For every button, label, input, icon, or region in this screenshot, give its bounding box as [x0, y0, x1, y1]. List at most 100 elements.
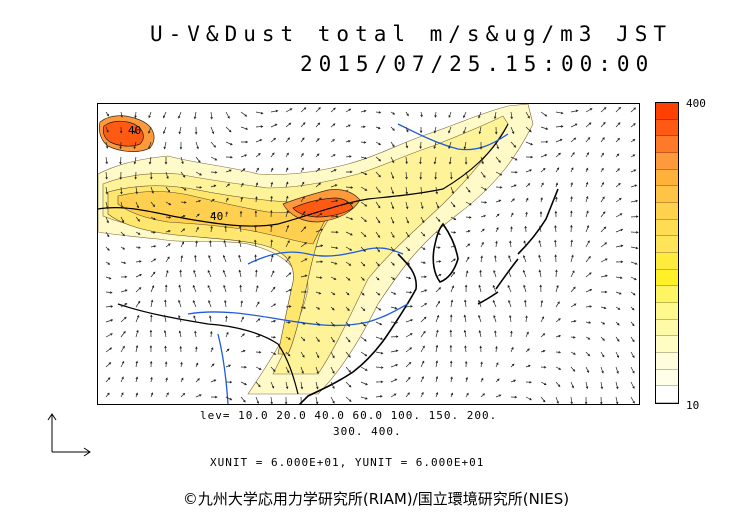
- wind-vector-arrow: [225, 155, 233, 159]
- wind-vector-arrow: [105, 333, 113, 338]
- wind-vector-arrow: [315, 260, 324, 263]
- wind-vector-arrow: [555, 138, 563, 143]
- wind-vector-arrow: [210, 171, 218, 174]
- wind-vector-arrow: [615, 244, 624, 248]
- wind-vector-arrow: [164, 156, 168, 165]
- wind-vector-arrow: [360, 186, 368, 191]
- wind-vector-arrow: [600, 137, 605, 143]
- wind-vector-arrow: [135, 329, 139, 338]
- wind-vector-arrow: [315, 182, 321, 188]
- wind-vector-arrow: [465, 270, 469, 278]
- wind-vector-arrow: [330, 261, 338, 265]
- wind-vector-arrow: [585, 305, 593, 308]
- wind-vector-arrow: [450, 231, 457, 234]
- wind-vector-arrow: [494, 330, 497, 338]
- wind-vector-arrow: [540, 349, 546, 353]
- wind-vector-arrow: [570, 196, 573, 203]
- wind-vector-arrow: [540, 316, 545, 323]
- wind-vector-arrow: [148, 141, 152, 150]
- wind-vector-arrow: [615, 168, 620, 173]
- copyright-credit: ©九州大学応用力学研究所(RIAM)/国立環境研究所(NIES): [182, 490, 570, 508]
- wind-vector-arrow: [480, 393, 486, 398]
- wind-vector-arrow: [195, 378, 200, 383]
- wind-vector-arrow: [240, 396, 246, 403]
- wind-vector-arrow: [178, 314, 182, 323]
- wind-vector-arrow: [405, 186, 409, 195]
- wind-vector-arrow: [478, 284, 482, 293]
- wind-vector-arrow: [180, 361, 183, 368]
- wind-vector-arrow: [165, 201, 172, 206]
- wind-vector-arrow: [600, 321, 606, 325]
- wind-vector-arrow: [375, 336, 384, 340]
- colorbar-segment: [656, 219, 678, 237]
- wind-vector-arrow: [463, 126, 467, 134]
- wind-vector-arrow: [554, 210, 558, 218]
- wind-vector-arrow: [149, 329, 153, 338]
- wind-vector-arrow: [433, 141, 437, 150]
- wind-vector-arrow: [464, 299, 467, 308]
- wind-vector-arrow: [463, 111, 467, 119]
- wind-vector-arrow: [300, 290, 308, 294]
- wind-vector-arrow: [120, 275, 128, 279]
- wind-vector-arrow: [345, 306, 350, 312]
- wind-vector-arrow: [585, 152, 589, 158]
- wind-vector-arrow: [133, 141, 137, 150]
- wind-vector-arrow: [255, 334, 261, 338]
- wind-vector-arrow: [195, 226, 199, 233]
- wind-vector-arrow: [163, 314, 167, 323]
- wind-vector-arrow: [300, 107, 307, 113]
- wind-vector-arrow: [539, 284, 542, 293]
- wind-vector-arrow: [330, 291, 336, 296]
- wind-vector-arrow: [480, 241, 484, 248]
- wind-vector-arrow: [345, 155, 352, 158]
- wind-vector-arrow: [450, 186, 454, 194]
- wind-vector-arrow: [300, 336, 306, 342]
- wind-vector-arrow: [165, 171, 169, 180]
- wind-vector-arrow: [495, 227, 499, 233]
- wind-vector-arrow: [105, 171, 108, 180]
- wind-vector-arrow: [150, 299, 154, 308]
- colorbar-segment: [656, 319, 678, 337]
- wind-vector-arrow: [300, 381, 304, 390]
- wind-vector-arrow: [240, 300, 243, 308]
- wind-vector-arrow: [450, 258, 456, 263]
- wind-vector-arrow: [450, 376, 453, 383]
- wind-vector-arrow: [105, 246, 110, 251]
- wind-vector-arrow: [600, 274, 608, 278]
- wind-vector-arrow: [479, 141, 483, 150]
- wind-vector-arrow: [492, 284, 497, 293]
- wind-vector-arrow: [480, 201, 488, 204]
- wind-vector-arrow: [254, 254, 257, 263]
- wind-vector-arrow: [555, 167, 560, 173]
- wind-vector-arrow: [105, 186, 109, 195]
- wind-vector-arrow: [508, 255, 512, 263]
- wind-vector-arrow: [330, 366, 335, 374]
- wind-vector-arrow: [540, 197, 543, 203]
- wind-vector-arrow: [435, 344, 439, 353]
- wind-vector-arrow: [345, 231, 353, 236]
- wind-vector-arrow: [435, 314, 440, 323]
- wind-vector-arrow: [149, 360, 153, 368]
- wind-vector-arrow: [345, 201, 354, 205]
- wind-vector-arrow: [405, 392, 410, 398]
- wind-vector-arrow: [630, 336, 635, 343]
- wind-vector-arrow: [330, 154, 336, 158]
- wind-vector-arrow: [538, 239, 542, 248]
- wind-vector-arrow: [360, 306, 366, 312]
- wind-vector-arrow: [375, 351, 384, 355]
- wind-vector-arrow: [345, 170, 353, 174]
- wind-vector-arrow: [210, 198, 215, 203]
- wind-vector-arrow: [538, 269, 542, 278]
- wind-vector-arrow: [522, 255, 527, 263]
- wind-vector-arrow: [180, 241, 185, 248]
- wind-vector-arrow: [207, 284, 212, 293]
- wind-vector-arrow: [508, 314, 512, 323]
- wind-vector-arrow: [225, 364, 232, 368]
- wind-vector-arrow: [285, 137, 290, 143]
- wind-vector-arrow: [285, 321, 291, 324]
- wind-vector-arrow: [600, 152, 604, 158]
- wind-vector-arrow: [510, 212, 514, 218]
- wind-vector-arrow: [495, 345, 498, 353]
- wind-vector-arrow: [225, 348, 230, 353]
- wind-vector-arrow: [419, 156, 422, 165]
